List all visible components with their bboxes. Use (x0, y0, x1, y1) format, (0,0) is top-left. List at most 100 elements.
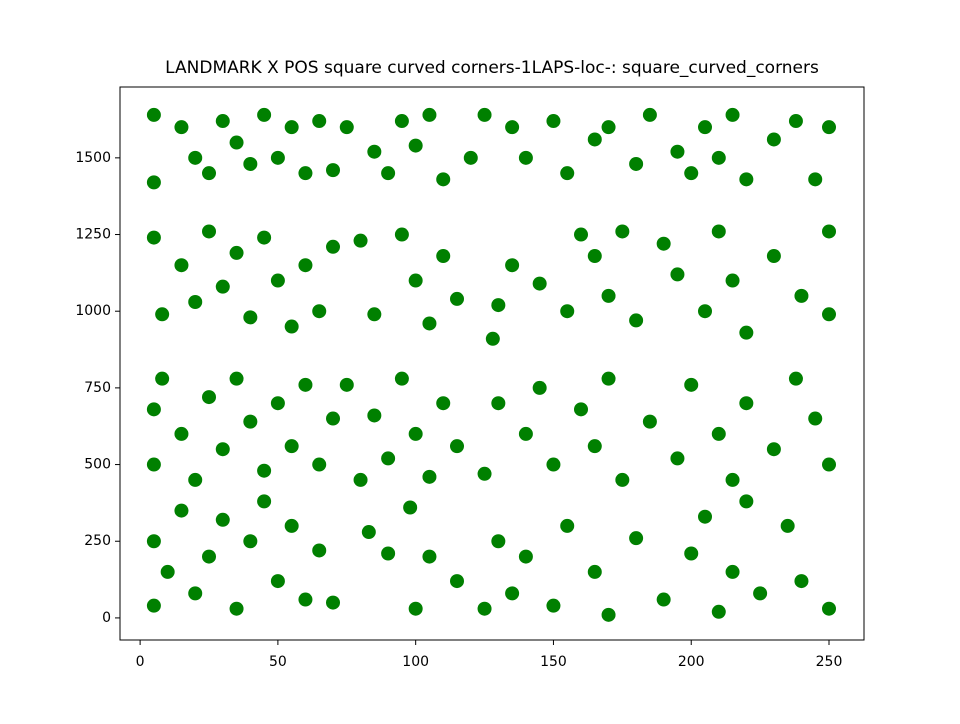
point (174, 258, 189, 273)
point (188, 150, 203, 165)
point (725, 564, 740, 579)
point (794, 288, 809, 303)
point (361, 525, 376, 540)
point (174, 120, 189, 135)
point (284, 439, 299, 454)
point (532, 380, 547, 395)
point (381, 546, 396, 561)
point (601, 371, 616, 386)
point (532, 276, 547, 291)
point (450, 439, 465, 454)
point (243, 156, 258, 171)
point (215, 114, 230, 129)
point (215, 442, 230, 457)
x-tick-label: 100 (402, 654, 429, 670)
point (642, 414, 657, 429)
point (711, 150, 726, 165)
x-tick-label: 250 (816, 654, 843, 670)
point (656, 592, 671, 607)
point (725, 472, 740, 487)
point (367, 307, 382, 322)
point (788, 114, 803, 129)
point (560, 166, 575, 181)
point (698, 120, 713, 135)
point (394, 371, 409, 386)
point (491, 534, 506, 549)
point (670, 451, 685, 466)
point (257, 230, 272, 245)
point (574, 402, 589, 417)
x-tick-label: 50 (269, 654, 287, 670)
point (587, 439, 602, 454)
point (298, 592, 313, 607)
point (518, 549, 533, 564)
point (518, 150, 533, 165)
point (312, 543, 327, 558)
point (326, 239, 341, 254)
y-tick-label: 1500 (75, 150, 111, 166)
point (146, 175, 161, 190)
point (808, 411, 823, 426)
point (174, 503, 189, 518)
point (422, 316, 437, 331)
point (146, 457, 161, 472)
point (560, 518, 575, 533)
point (485, 331, 500, 346)
point (450, 291, 465, 306)
point (243, 534, 258, 549)
point (270, 150, 285, 165)
point (229, 371, 244, 386)
point (326, 163, 341, 178)
point (188, 586, 203, 601)
point (422, 107, 437, 122)
y-tick-label: 1000 (75, 303, 111, 319)
point (381, 166, 396, 181)
point (822, 224, 837, 239)
point (822, 601, 837, 616)
point (477, 601, 492, 616)
point (766, 132, 781, 147)
point (505, 586, 520, 601)
x-tick-label: 150 (540, 654, 567, 670)
point (284, 120, 299, 135)
point (202, 390, 217, 405)
point (739, 172, 754, 187)
point (326, 411, 341, 426)
point (257, 107, 272, 122)
point (822, 307, 837, 322)
y-tick-label: 250 (84, 533, 111, 549)
point (587, 132, 602, 147)
point (436, 248, 451, 263)
point (808, 172, 823, 187)
point (202, 549, 217, 564)
y-tick-label: 0 (102, 610, 111, 626)
point (229, 135, 244, 150)
point (408, 138, 423, 153)
point (298, 258, 313, 273)
point (518, 426, 533, 441)
point (312, 457, 327, 472)
y-tick-label: 1250 (75, 227, 111, 243)
point (491, 396, 506, 411)
point (615, 472, 630, 487)
point (739, 396, 754, 411)
y-tick-label: 500 (84, 457, 111, 473)
point (381, 451, 396, 466)
point (408, 601, 423, 616)
point (560, 304, 575, 319)
point (436, 396, 451, 411)
point (670, 267, 685, 282)
point (698, 304, 713, 319)
point (601, 607, 616, 622)
point (326, 595, 341, 610)
point (788, 371, 803, 386)
point (629, 156, 644, 171)
point (339, 377, 354, 392)
x-tick-label: 0 (136, 654, 145, 670)
point (684, 546, 699, 561)
point (587, 564, 602, 579)
point (711, 426, 726, 441)
point (353, 472, 368, 487)
point (284, 319, 299, 334)
